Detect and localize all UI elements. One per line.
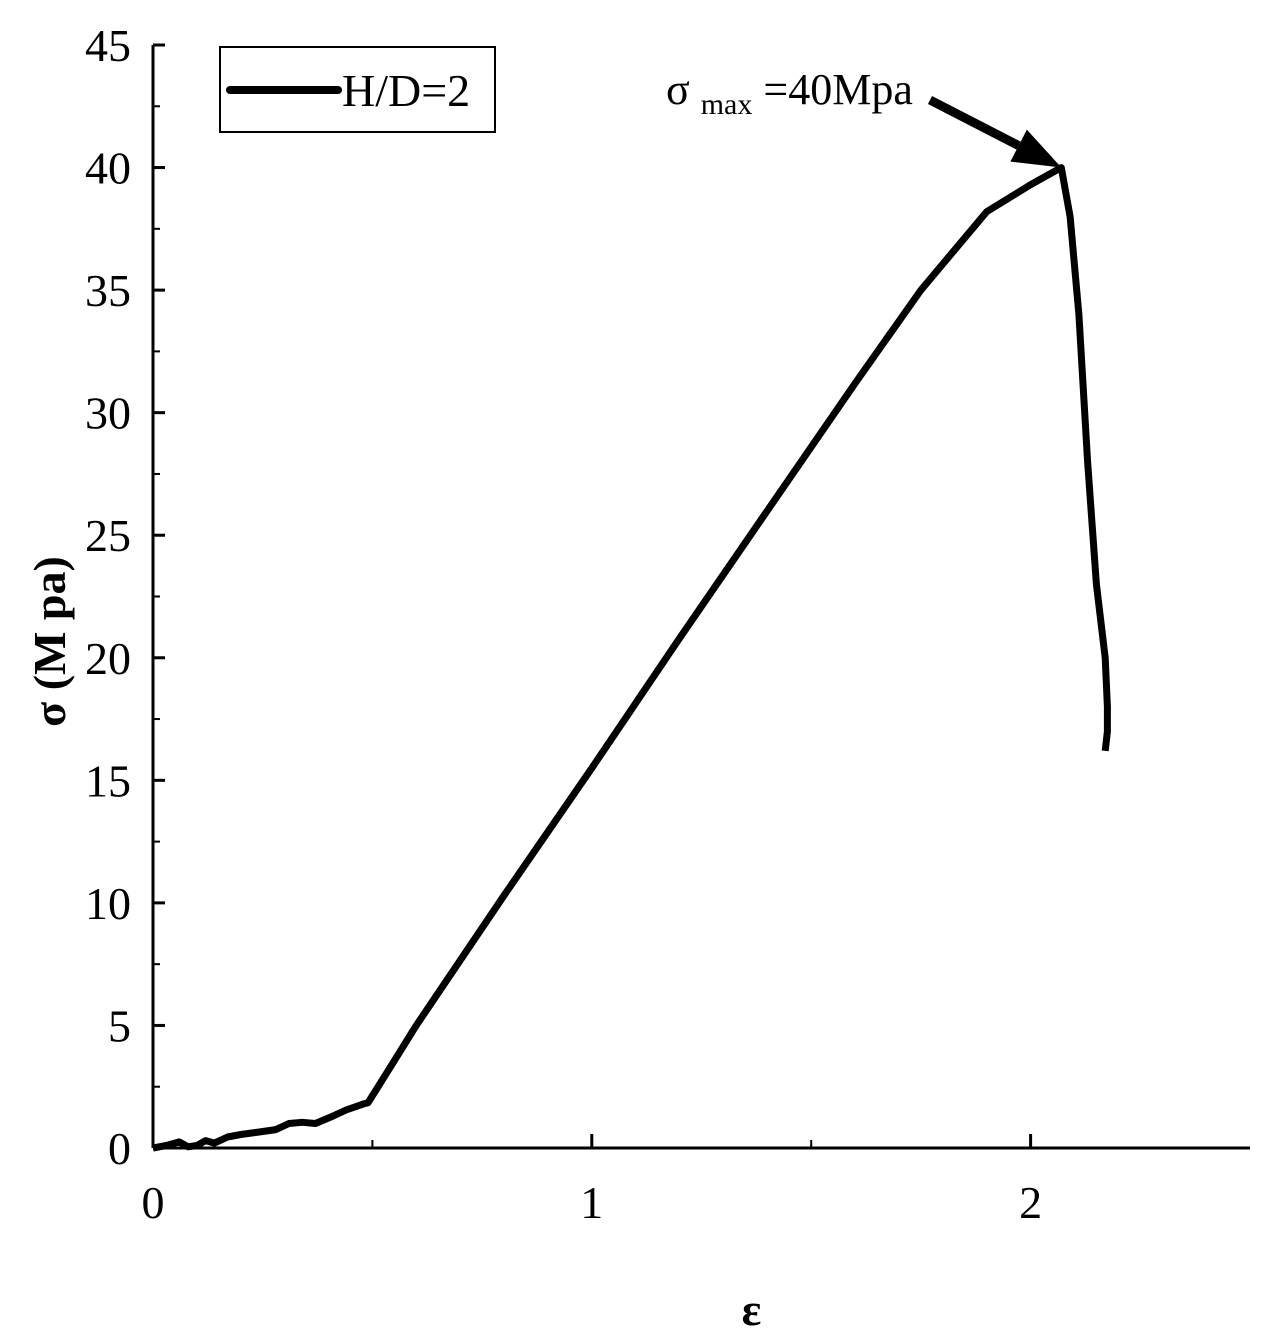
peak-annotation-value: =40Mpa — [763, 65, 912, 114]
y-tick-label: 25 — [85, 510, 131, 561]
series-group — [152, 164, 1111, 1152]
series-line — [152, 164, 1111, 1152]
x-tick-label: 2 — [1019, 1177, 1042, 1228]
y-tick-label: 10 — [85, 878, 131, 929]
legend: H/D=2 — [219, 46, 496, 133]
y-tick-label: 0 — [108, 1123, 131, 1174]
y-tick-label: 35 — [85, 265, 131, 316]
y-axis-label: σ (M pa) — [24, 556, 75, 727]
peak-annotation-sigma: σ — [666, 65, 690, 114]
peak-annotation: σ max =40Mpa — [666, 65, 1062, 168]
peak-annotation-text: σ max =40Mpa — [666, 65, 913, 124]
x-axis-label: ε — [742, 1284, 762, 1335]
y-tick-label: 15 — [85, 755, 131, 806]
peak-annotation-arrow-line — [927, 95, 1021, 150]
axes — [151, 45, 1250, 1150]
ticks — [151, 43, 1033, 1150]
y-tick-label: 5 — [108, 1000, 131, 1051]
x-tick-label: 1 — [580, 1177, 603, 1228]
y-tick-label: 40 — [85, 143, 131, 194]
y-tick-label: 45 — [85, 20, 131, 71]
y-tick-label: 20 — [85, 633, 131, 684]
peak-annotation-subscript: max — [701, 88, 753, 121]
tick-labels: 0 5 10 15 20 25 30 35 40 45 0 1 2 — [85, 20, 1042, 1228]
x-tick-label: 0 — [142, 1177, 165, 1228]
peak-annotation-arrow-head — [1010, 129, 1062, 168]
y-tick-label: 30 — [85, 388, 131, 439]
legend-label: H/D=2 — [342, 65, 470, 116]
